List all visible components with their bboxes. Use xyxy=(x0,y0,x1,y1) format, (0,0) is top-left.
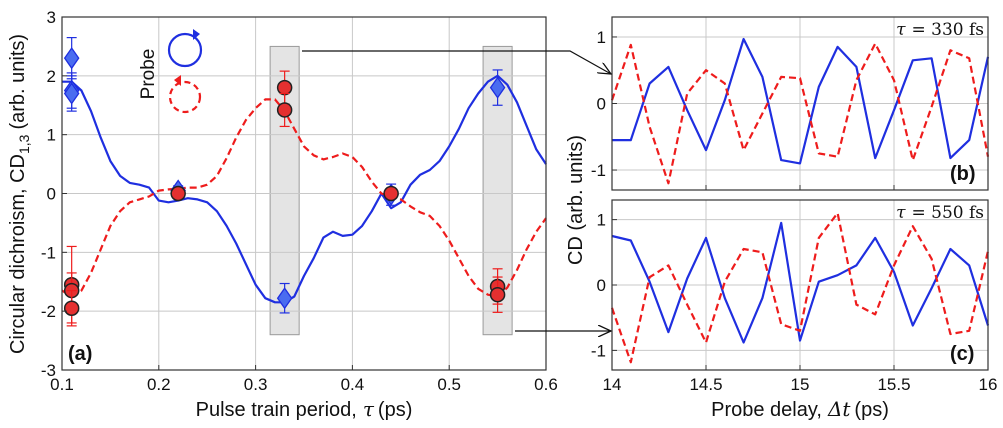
data-point-diamond xyxy=(63,47,80,70)
data-point-circle xyxy=(276,79,293,96)
y-axis-label-unit: (arb. units) xyxy=(7,34,29,130)
panel-label: (a) xyxy=(68,343,92,365)
y-tick-label: 1 xyxy=(597,28,606,47)
y-tick-label: 1 xyxy=(597,211,606,230)
tau-symbol: τ xyxy=(896,20,906,40)
data-point-circle xyxy=(63,300,80,316)
series-line-blue xyxy=(612,37,990,165)
y-axis-label: Circular dichroism, CD1,3 (arb. units) xyxy=(7,34,32,354)
x-tick-label: 0.3 xyxy=(244,375,268,394)
series-line-red xyxy=(610,212,990,364)
series-line-red xyxy=(610,42,990,185)
panel-b: -1 0 1 (b) τ = 330 fs xyxy=(591,16,990,191)
legend-label: Probe xyxy=(138,49,159,100)
x-tick-label: 16 xyxy=(979,375,998,394)
x-tick-label: 0.6 xyxy=(534,375,558,394)
x-tick-label: 15 xyxy=(791,375,810,394)
tau-annotation: τ = 330 fs xyxy=(896,20,984,40)
x-axis-label-text: Probe delay, xyxy=(711,399,822,421)
x-tick-label: 14 xyxy=(603,375,622,394)
series-line-blue xyxy=(62,74,547,304)
x-tick-label: 0.2 xyxy=(147,375,171,394)
data-point-diamond xyxy=(63,82,80,105)
y-axis-label-subscript: 1,3 xyxy=(16,134,32,154)
y-tick-label: -1 xyxy=(591,341,606,360)
data-point-diamond xyxy=(276,287,293,310)
x-axis-label: Probe delay, Δt (ps) xyxy=(711,397,889,421)
y-tick-label: -1 xyxy=(41,243,56,262)
x-tick-label: 15.5 xyxy=(877,375,910,394)
panel-label: (b) xyxy=(950,163,976,185)
connector-arrows xyxy=(302,50,611,331)
y-tick-label: -2 xyxy=(41,302,56,321)
x-axis-label-symbol: Δt xyxy=(827,397,851,421)
arrowhead-red-icon xyxy=(174,75,181,86)
tau-annotation: τ = 550 fs xyxy=(896,203,984,223)
panel-a: -3 -2 -1 0 1 2 3 0.1 0.2 0.3 0.4 0.5 0.6 (a) Pulse tra… xyxy=(7,8,558,421)
x-axis-label-unit: (ps) xyxy=(854,399,888,421)
data-point-diamond xyxy=(489,76,506,99)
arrowhead-blue-icon xyxy=(193,29,200,40)
y-tick-label: -3 xyxy=(41,361,56,380)
x-tick-label: 14.5 xyxy=(689,375,722,394)
data-point-circle xyxy=(276,102,293,118)
y-tick-label: 0 xyxy=(597,276,606,295)
x-tick-label: 0.1 xyxy=(50,375,74,394)
y-tick-label: 3 xyxy=(47,8,56,27)
legend: Probe xyxy=(138,29,203,114)
panel-c: -1 0 1 14 14.5 15 15.5 16 (c) τ = 550 fs Probe dela… xyxy=(565,135,997,421)
x-tick-label: 0.4 xyxy=(341,375,365,394)
x-axis-label-text: Pulse train period, xyxy=(196,399,357,421)
panel-label: (c) xyxy=(950,343,974,365)
x-axis-label-unit: (ps) xyxy=(378,399,412,421)
data-point-circle xyxy=(170,185,186,202)
x-tick-label: 0.5 xyxy=(437,375,461,394)
series-line-red xyxy=(61,98,547,298)
y-tick-label: 1 xyxy=(47,126,56,145)
circular-arrow-right-icon xyxy=(167,32,203,68)
y-tick-label: 0 xyxy=(597,95,606,114)
circular-arrow-left-icon xyxy=(168,80,202,114)
x-axis-label-symbol: τ xyxy=(363,397,375,421)
y-tick-label: -1 xyxy=(591,161,606,180)
series-line-blue xyxy=(611,221,990,344)
y-tick-label: 2 xyxy=(47,67,56,86)
data-point-circle xyxy=(383,185,399,202)
tau-symbol: τ xyxy=(896,203,906,223)
tau-value: = 330 fs xyxy=(911,20,984,40)
shared-y-axis-label: CD (arb. units) xyxy=(565,135,587,265)
data-point-circle xyxy=(489,286,506,303)
arrow-to-panel-b xyxy=(302,50,611,74)
y-axis-label-text: Circular dichroism, CD xyxy=(7,154,29,354)
tau-value: = 550 fs xyxy=(911,203,984,223)
y-tick-label: 0 xyxy=(47,185,56,204)
x-axis-label: Pulse train period, τ (ps) xyxy=(196,397,413,421)
